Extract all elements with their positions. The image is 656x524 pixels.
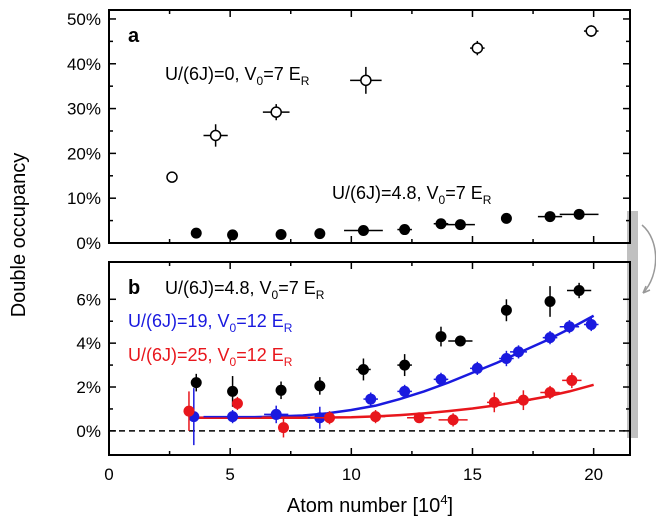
data-point-black xyxy=(573,285,585,297)
data-point-black xyxy=(399,359,411,371)
y-axis-label: Double occupancy xyxy=(8,153,30,318)
data-point-open xyxy=(166,171,178,183)
data-point-filled xyxy=(544,211,556,223)
data-point-black xyxy=(275,384,287,396)
data-point-black xyxy=(544,295,556,307)
data-point-red xyxy=(566,374,578,386)
data-point-black xyxy=(227,385,239,397)
data-point-red xyxy=(277,422,289,434)
panel-a-ticks: 0% 10% 20% 30% 40% 50% xyxy=(67,10,630,253)
fit-curve-blue xyxy=(188,314,595,419)
side-arrow-icon xyxy=(641,224,656,294)
data-point-red xyxy=(231,397,243,409)
y-tick-label: 4% xyxy=(76,334,101,353)
data-point-red xyxy=(324,412,336,424)
x-tick-label: 0 xyxy=(104,465,113,484)
data-point-red xyxy=(413,412,425,424)
data-point-red xyxy=(370,411,382,423)
data-point-open xyxy=(471,42,484,54)
data-point-blue xyxy=(500,353,512,364)
data-point-blue xyxy=(399,385,411,397)
data-point-black xyxy=(500,304,512,316)
data-point-red xyxy=(488,396,500,408)
data-point-red xyxy=(183,405,195,417)
data-point-blue xyxy=(227,411,239,423)
y-tick-label: 20% xyxy=(67,144,101,163)
data-point-black xyxy=(454,335,466,347)
data-point-open xyxy=(270,106,282,118)
y-tick-label: 30% xyxy=(67,100,101,119)
data-point-blue xyxy=(513,346,525,358)
side-arrowhead-icon xyxy=(642,285,651,294)
x-tick-label: 20 xyxy=(584,465,603,484)
data-point-filled xyxy=(399,224,411,236)
y-tick-label: 40% xyxy=(67,55,101,74)
x-axis-label: Atom number [104] xyxy=(287,492,453,517)
panel-b-annotation-black: U/(6J)=4.8, V0=7 ER xyxy=(165,278,325,302)
y-tick-label: 50% xyxy=(67,10,101,29)
panel-b-annotation-blue: U/(6J)=19, V0=12 ER xyxy=(128,311,293,335)
panel-b-annotation-red: U/(6J)=25, V0=12 ER xyxy=(128,345,293,369)
data-point-open xyxy=(585,25,597,37)
data-point-blue xyxy=(544,332,556,344)
y-tick-label: 0% xyxy=(76,422,101,441)
panel-a-annotation-2: U/(6J)=4.8, V0=7 ER xyxy=(332,183,492,207)
data-point-filled xyxy=(357,224,369,236)
data-point-blue xyxy=(585,319,597,331)
data-point-filled xyxy=(435,218,447,230)
data-point-blue xyxy=(435,373,447,385)
panel-b-ticks: 0% 2% 4% 6% 0 5 10 15 20 xyxy=(76,262,630,484)
x-tick-label: 5 xyxy=(225,465,234,484)
data-point-black xyxy=(314,380,326,392)
data-point-black xyxy=(190,377,202,389)
panel-a: 0% 10% 20% 30% 40% 50% a U/(6J)=0, V0=7 ER U/… xyxy=(67,9,631,253)
data-point-red xyxy=(544,386,556,398)
panel-b-marks xyxy=(183,282,599,446)
data-point-blue xyxy=(471,362,483,374)
data-point-filled xyxy=(275,228,287,240)
y-tick-label: 0% xyxy=(76,234,101,253)
panel-b: 0% 2% 4% 6% 0 5 10 15 20 b U/(6J)=4.8, V0=7 ER U… xyxy=(76,261,631,484)
data-point-filled xyxy=(500,212,512,224)
data-point-filled xyxy=(573,208,585,220)
data-point-filled xyxy=(227,229,239,241)
panel-a-letter: a xyxy=(128,25,140,47)
side-bar xyxy=(627,211,638,438)
x-tick-label: 10 xyxy=(342,465,361,484)
y-tick-label: 6% xyxy=(76,290,101,309)
panel-b-frame xyxy=(108,261,631,456)
data-point-blue xyxy=(365,393,377,405)
y-tick-label: 10% xyxy=(67,189,101,208)
data-point-filled xyxy=(314,228,326,240)
panel-a-marks xyxy=(166,25,599,241)
data-point-black xyxy=(435,331,447,343)
panel-a-annotation-1: U/(6J)=0, V0=7 ER xyxy=(165,64,310,88)
data-point-open xyxy=(209,129,222,142)
panel-b-letter: b xyxy=(128,277,140,299)
data-point-blue xyxy=(270,408,282,420)
data-point-red xyxy=(447,414,459,426)
x-tick-label: 15 xyxy=(463,465,482,484)
data-point-filled xyxy=(454,219,466,231)
data-point-blue xyxy=(563,321,575,333)
panel-a-frame xyxy=(108,9,631,244)
data-point-black xyxy=(357,363,369,375)
panel-b-fit-curves xyxy=(188,314,595,419)
data-point-open xyxy=(360,74,372,87)
y-tick-label: 2% xyxy=(76,378,101,397)
data-point-filled xyxy=(190,227,202,239)
data-point-red xyxy=(517,394,529,406)
